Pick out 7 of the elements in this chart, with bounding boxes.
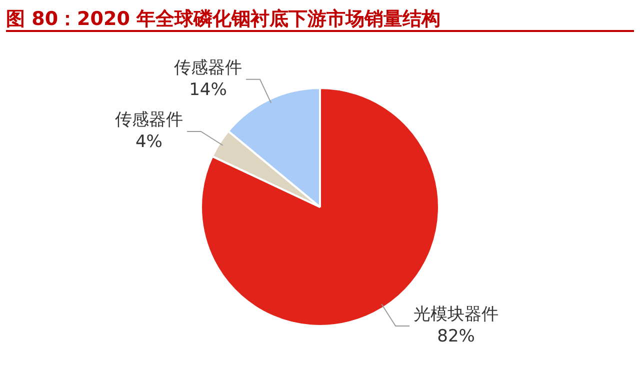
data-label: 82%: [437, 326, 475, 346]
data-label: 14%: [189, 80, 227, 100]
data-label: 4%: [135, 132, 162, 152]
slice-label: 光模块器件: [414, 304, 499, 324]
slice-label: 传感器件: [174, 58, 242, 78]
chart-title: 图 80：2020 年全球磷化铟衬底下游市场销量结构: [5, 7, 442, 30]
slice-label: 传感器件: [114, 110, 183, 130]
